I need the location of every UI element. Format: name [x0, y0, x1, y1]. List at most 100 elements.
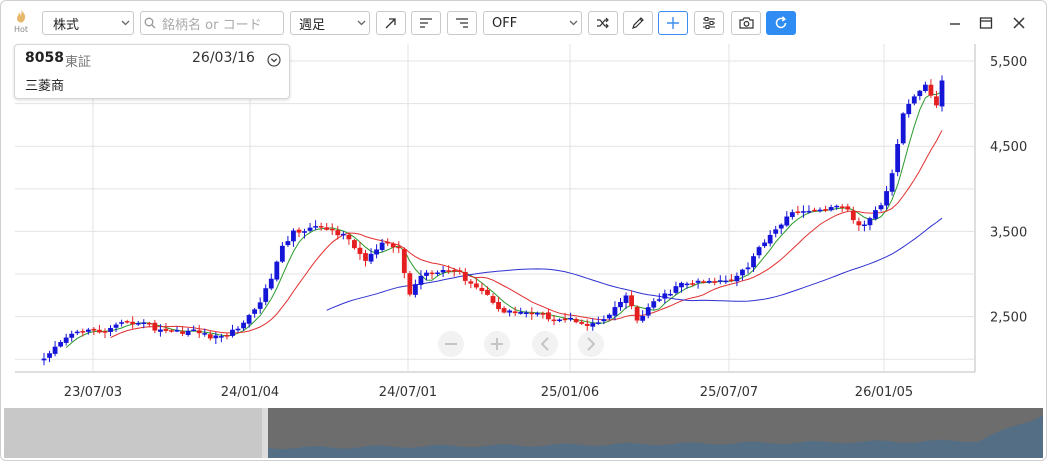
- close-button[interactable]: [1010, 14, 1028, 32]
- candle-body: [41, 358, 47, 361]
- candle-body: [490, 296, 496, 303]
- candle-body: [728, 279, 734, 282]
- draw-button[interactable]: [623, 11, 653, 35]
- candle-body: [767, 234, 773, 244]
- candle-body: [906, 103, 912, 115]
- candle-body: [734, 275, 740, 282]
- candle-body: [745, 267, 751, 270]
- candle-body: [451, 270, 457, 272]
- candle-body: [579, 322, 585, 324]
- settings-button[interactable]: [694, 11, 724, 35]
- period-select[interactable]: 週足: [290, 11, 370, 35]
- candle-body: [512, 311, 518, 314]
- refresh-button[interactable]: [766, 11, 796, 35]
- candle-body: [97, 329, 102, 333]
- candle-body: [573, 318, 579, 323]
- maximize-button[interactable]: [977, 14, 995, 32]
- candle-body: [723, 280, 729, 283]
- ma-mid-line: [110, 130, 943, 339]
- align-right-button[interactable]: [447, 11, 477, 35]
- align-left-button[interactable]: [411, 11, 441, 35]
- candle-body: [834, 205, 840, 208]
- candle-body: [58, 342, 64, 347]
- candle-body: [446, 270, 452, 272]
- sliders-icon: [703, 17, 715, 29]
- time-tick-label: 23/07/03: [64, 385, 122, 400]
- candle-body: [673, 286, 679, 293]
- candle-body: [801, 211, 806, 213]
- candle-body: [207, 334, 213, 339]
- navigator-handle: [262, 408, 268, 458]
- candle-body: [823, 209, 828, 211]
- candle-body: [828, 207, 834, 211]
- candle-body: [867, 218, 873, 226]
- time-tick-label: 24/07/01: [379, 385, 437, 400]
- candle-body: [124, 321, 130, 323]
- price-tick-label: 4,500: [990, 140, 1027, 155]
- candle-body: [385, 241, 391, 244]
- candle-body: [778, 224, 784, 229]
- candle-body: [368, 253, 374, 262]
- candle-body: [656, 299, 662, 301]
- candle-body: [152, 322, 158, 331]
- candle-body: [169, 330, 174, 332]
- candle-body: [911, 96, 917, 104]
- scroll-left-button[interactable]: [532, 331, 558, 357]
- candle-body: [424, 272, 429, 276]
- candle-body: [629, 295, 634, 307]
- hot-button[interactable]: Hot: [9, 9, 33, 37]
- minimize-button[interactable]: [946, 14, 964, 32]
- candle-body: [595, 322, 601, 324]
- candle-body: [346, 234, 352, 240]
- candle-body: [695, 280, 701, 283]
- candle-body: [158, 329, 163, 332]
- candle-body: [130, 321, 136, 325]
- candle-body: [324, 227, 330, 230]
- compare-select[interactable]: OFF: [483, 11, 582, 35]
- candle-body: [457, 270, 463, 272]
- candle-body: [878, 205, 884, 210]
- candle-body: [274, 261, 280, 280]
- candle-body: [440, 269, 446, 273]
- candle-body: [180, 331, 185, 334]
- security-type-value: 株式: [53, 17, 80, 33]
- candle-body: [401, 248, 407, 274]
- zoom-controls: [438, 331, 604, 357]
- candle-body: [352, 240, 357, 249]
- candle-body: [473, 283, 479, 288]
- candle-body: [534, 312, 540, 315]
- candle-body: [496, 301, 501, 310]
- candle-body: [523, 312, 529, 314]
- candle-body: [63, 337, 69, 343]
- candle-body: [756, 247, 762, 256]
- candle-body: [69, 333, 75, 338]
- security-type-select[interactable]: 株式: [42, 11, 134, 35]
- candle-body: [540, 313, 546, 315]
- candle-body: [806, 210, 812, 213]
- candle-body: [839, 206, 845, 208]
- chevron-circle-icon[interactable]: [267, 52, 281, 71]
- shuffle-button[interactable]: [588, 11, 618, 35]
- time-axis: 23/07/03 24/01/04 24/07/01 25/01/06 25/07/07…: [64, 385, 913, 400]
- candle-body: [640, 315, 646, 321]
- candle-body: [889, 173, 895, 192]
- candle-body: [119, 322, 125, 324]
- scroll-right-button[interactable]: [578, 331, 604, 357]
- trend-line-button[interactable]: [376, 11, 406, 35]
- candle-body: [335, 230, 341, 236]
- exchange-label: 東証: [65, 55, 92, 70]
- symbol-search-input[interactable]: 銘柄名 or コード: [140, 11, 284, 35]
- candle-body: [213, 335, 219, 339]
- chevron-down-icon: [353, 20, 369, 26]
- candle-body: [407, 273, 413, 295]
- candle-body: [939, 80, 945, 107]
- candle-body: [607, 314, 612, 319]
- candle-body: [618, 302, 623, 308]
- candle-body: [418, 275, 424, 285]
- crosshair-button[interactable]: [658, 11, 688, 35]
- candle-body: [435, 272, 440, 275]
- screenshot-button[interactable]: [731, 11, 761, 35]
- candle-body: [762, 242, 768, 247]
- candle-body: [163, 328, 169, 331]
